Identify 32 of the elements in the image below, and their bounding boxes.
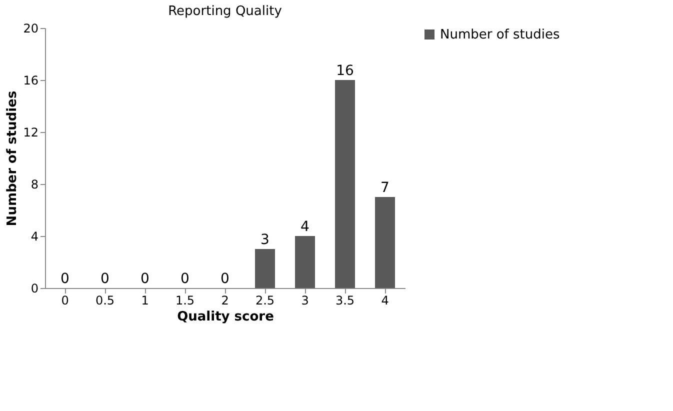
- y-tick-label: 4: [30, 230, 38, 244]
- data-label: 0: [60, 271, 70, 287]
- data-label: 0: [220, 271, 230, 287]
- y-tick-label: 8: [30, 178, 38, 192]
- x-tick-label: 1: [141, 294, 149, 308]
- x-tick-label: 0.5: [95, 294, 115, 308]
- x-tick-label: 2: [221, 294, 229, 308]
- chart-title: Reporting Quality: [168, 4, 282, 19]
- y-axis-title: Number of studies: [5, 90, 20, 226]
- y-tick-label: 12: [23, 126, 38, 140]
- data-label: 16: [336, 63, 354, 79]
- x-tick-label: 3: [301, 294, 309, 308]
- y-tick-label: 20: [23, 22, 38, 36]
- y-tick-label: 16: [23, 74, 38, 88]
- x-tick-label: 2.5: [255, 294, 275, 308]
- bar: [295, 236, 315, 288]
- bar: [335, 80, 355, 288]
- data-label: 0: [100, 271, 110, 287]
- x-tick-label: 3.5: [335, 294, 355, 308]
- data-label: 4: [300, 219, 310, 235]
- bar: [375, 197, 395, 288]
- legend-label: Number of studies: [440, 28, 560, 42]
- x-tick-label: 1.5: [175, 294, 195, 308]
- data-label: 7: [380, 180, 390, 196]
- bar: [255, 249, 275, 288]
- data-label: 3: [260, 232, 270, 248]
- data-label: 0: [180, 271, 190, 287]
- x-tick-label: 4: [381, 294, 389, 308]
- y-tick-label: 0: [30, 282, 38, 296]
- x-tick-label: 0: [61, 294, 69, 308]
- x-axis-title: Quality score: [177, 310, 274, 324]
- data-label: 0: [140, 271, 150, 287]
